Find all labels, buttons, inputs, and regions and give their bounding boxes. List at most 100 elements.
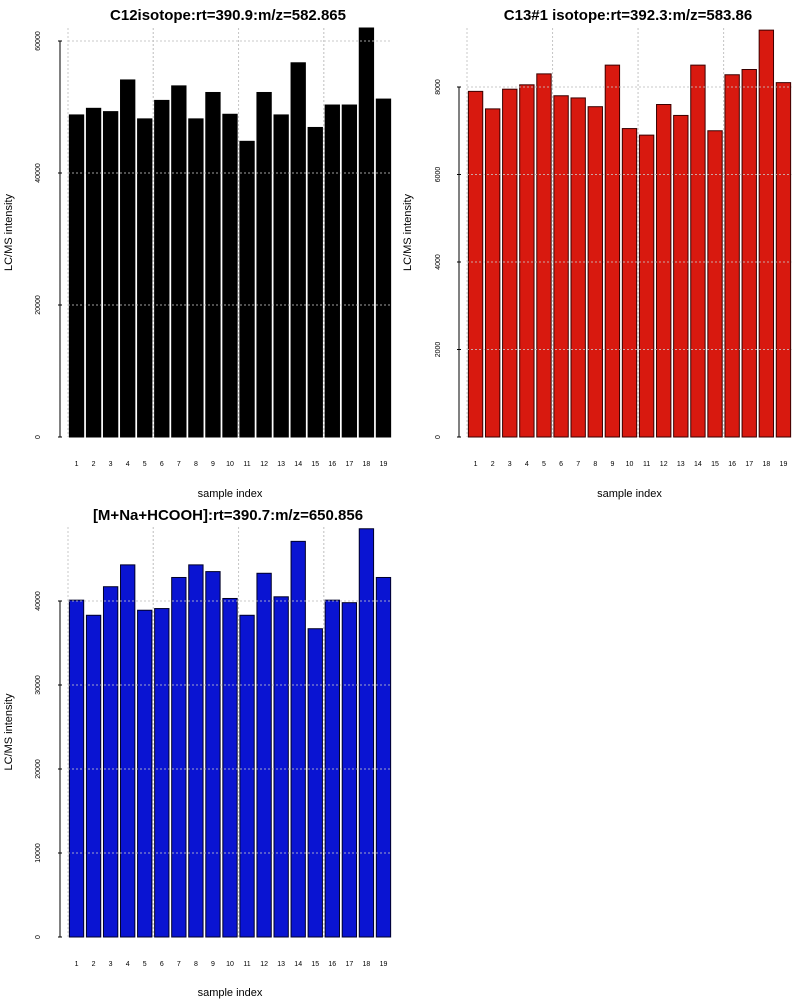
bar xyxy=(273,596,289,938)
bar xyxy=(553,95,569,438)
bar xyxy=(239,614,255,938)
y-tick-label: 40000 xyxy=(35,591,42,611)
bar xyxy=(656,104,672,438)
bar xyxy=(621,128,638,438)
y-tick-label: 10000 xyxy=(35,843,42,863)
bar xyxy=(341,104,358,438)
x-tick-label: 14 xyxy=(294,461,302,468)
bar xyxy=(467,90,484,438)
bar xyxy=(120,564,136,938)
x-tick-label: 7 xyxy=(177,961,181,968)
bar xyxy=(85,107,102,438)
x-tick-label: 16 xyxy=(728,461,736,468)
y-tick-label: 2000 xyxy=(435,342,442,358)
bar xyxy=(137,609,153,938)
x-tick-label: 19 xyxy=(380,461,388,468)
bar xyxy=(290,540,306,938)
x-tick-label: 1 xyxy=(75,961,79,968)
x-tick-label: 11 xyxy=(643,461,650,468)
bar xyxy=(707,130,723,438)
y-tick-label: 20000 xyxy=(35,759,42,779)
x-tick-label: 18 xyxy=(363,461,371,468)
chart-title: C13#1 isotope:rt=392.3:m/z=583.86 xyxy=(504,7,752,24)
x-tick-label: 1 xyxy=(75,461,79,468)
bar xyxy=(222,597,238,938)
bar xyxy=(68,114,85,438)
x-tick-label: 19 xyxy=(780,461,788,468)
x-tick-label: 4 xyxy=(525,461,529,468)
y-tick-label: 40000 xyxy=(35,163,42,183)
bar xyxy=(519,84,535,438)
bar xyxy=(154,99,170,438)
bar xyxy=(358,528,375,938)
x-tick-label: 3 xyxy=(508,461,512,468)
x-tick-label: 10 xyxy=(626,461,634,468)
x-tick-label: 9 xyxy=(610,461,614,468)
y-tick-label: 6000 xyxy=(435,167,442,183)
bar xyxy=(775,82,792,438)
y-tick-label: 20000 xyxy=(35,295,42,315)
x-tick-label: 8 xyxy=(194,461,198,468)
bar xyxy=(222,113,238,438)
x-tick-label: 18 xyxy=(363,961,371,968)
x-tick-label: 5 xyxy=(143,461,147,468)
bar xyxy=(171,576,187,938)
x-tick-label: 12 xyxy=(260,961,268,968)
bar xyxy=(85,614,102,938)
x-tick-label: 10 xyxy=(226,961,234,968)
x-tick-label: 8 xyxy=(194,961,198,968)
chart-title: [M+Na+HCOOH]:rt=390.7:m/z=650.856 xyxy=(93,507,363,524)
bar xyxy=(102,586,119,938)
x-tick-label: 14 xyxy=(694,461,702,468)
x-tick-label: 14 xyxy=(294,961,302,968)
x-tick-label: 3 xyxy=(109,461,113,468)
y-axis-label: LC/MS intensity xyxy=(3,193,15,271)
bar xyxy=(324,104,340,438)
x-tick-label: 11 xyxy=(243,461,250,468)
x-tick-label: 16 xyxy=(328,461,336,468)
x-tick-label: 4 xyxy=(126,461,130,468)
x-tick-label: 10 xyxy=(226,461,234,468)
x-tick-label: 13 xyxy=(677,461,685,468)
y-tick-label: 30000 xyxy=(35,675,42,695)
bar xyxy=(724,74,740,438)
bar xyxy=(604,64,621,438)
y-tick-label: 0 xyxy=(35,935,42,939)
x-tick-label: 2 xyxy=(92,461,96,468)
bar xyxy=(673,114,689,438)
x-tick-label: 5 xyxy=(542,461,546,468)
bar xyxy=(137,118,153,438)
x-tick-label: 3 xyxy=(109,961,113,968)
x-tick-label: 15 xyxy=(711,461,719,468)
bar xyxy=(358,27,375,438)
x-tick-label: 8 xyxy=(593,461,597,468)
y-tick-label: 4000 xyxy=(435,254,442,270)
bar xyxy=(587,106,603,438)
bar xyxy=(375,576,392,938)
x-tick-label: 18 xyxy=(762,461,770,468)
bar xyxy=(120,79,136,438)
bar xyxy=(290,62,306,438)
bar xyxy=(102,111,119,438)
x-tick-label: 17 xyxy=(745,461,753,468)
y-tick-label: 8000 xyxy=(435,79,442,95)
x-tick-label: 6 xyxy=(559,461,563,468)
x-tick-label: 7 xyxy=(576,461,580,468)
bar xyxy=(638,134,655,438)
bar xyxy=(188,118,204,438)
x-tick-label: 5 xyxy=(143,961,147,968)
bar xyxy=(205,91,221,438)
bar xyxy=(307,126,323,438)
bar xyxy=(205,571,221,938)
x-tick-label: 13 xyxy=(277,961,285,968)
x-tick-label: 7 xyxy=(177,461,181,468)
x-tick-label: 16 xyxy=(328,961,336,968)
bar xyxy=(171,85,187,438)
x-tick-label: 11 xyxy=(243,961,250,968)
x-tick-label: 2 xyxy=(92,961,96,968)
x-tick-label: 9 xyxy=(211,461,215,468)
bar xyxy=(741,69,757,438)
bar xyxy=(239,140,255,438)
bar xyxy=(690,64,706,438)
